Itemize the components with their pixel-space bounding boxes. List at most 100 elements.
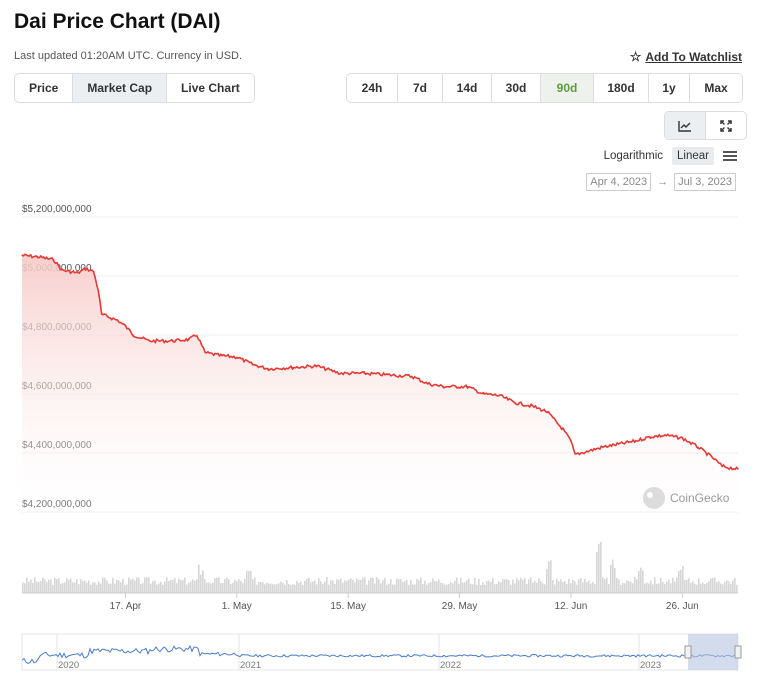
scale-linear[interactable]: Linear [672,147,714,165]
volume-bar [424,580,426,593]
volume-bar [676,577,678,593]
volume-bar [736,584,738,593]
volume-bar [340,578,342,593]
navigator-tick-label: 2022 [440,660,461,671]
market-cap-chart[interactable]: $4,200,000,000$4,400,000,000$4,600,000,0… [0,195,760,685]
volume-bar [92,581,94,593]
volume-bar [564,581,566,593]
volume-bar [150,583,152,593]
volume-bar [334,583,336,593]
chart-view-tabs: Price Market Cap Live Chart [14,73,255,103]
volume-bar [374,583,376,593]
volume-bar [294,584,296,593]
data-point [76,272,79,274]
x-tick-label: 17. Apr [110,601,142,612]
volume-bar [298,582,300,593]
volume-bar [390,579,392,593]
volume-bar [590,583,592,593]
volume-bar [188,582,190,593]
volume-bar [106,580,108,593]
volume-bar [398,579,400,593]
volume-bar [586,582,588,593]
volume-bar [318,578,320,593]
volume-bar [196,579,198,593]
volume-bar [44,579,46,593]
data-point [633,440,636,443]
volume-bar [256,584,258,593]
navigator-handle-right[interactable] [734,645,742,659]
series-area [22,254,738,512]
tab-price[interactable]: Price [15,74,74,102]
volume-bar [164,581,166,593]
range-1y[interactable]: 1y [649,74,690,102]
volume-bar [432,578,434,593]
data-point [196,334,198,336]
volume-bar [208,582,210,593]
range-30d[interactable]: 30d [492,74,541,102]
date-to-input[interactable]: Jul 3, 2023 [674,173,736,191]
volume-bar [692,581,694,593]
volume-bar [76,579,78,593]
volume-bar [384,578,386,593]
volume-bar [378,579,380,593]
volume-bar [194,580,196,593]
volume-bar [320,581,322,593]
tab-live-chart[interactable]: Live Chart [181,81,240,95]
volume-bar [130,579,132,593]
tab-market-cap[interactable]: Market Cap [73,74,168,102]
volume-bar [60,583,62,593]
line-chart-button[interactable] [665,112,706,139]
range-7d[interactable]: 7d [398,74,443,102]
volume-bar [202,570,204,593]
menu-icon[interactable] [722,150,738,162]
volume-bar [628,581,630,593]
add-to-watchlist-link[interactable]: ☆ Add To Watchlist [630,49,742,65]
navigator-handle-left[interactable] [684,645,692,659]
volume-bar [26,577,28,593]
volume-bar [484,584,486,593]
volume-bar [682,565,684,593]
volume-bar [678,570,680,593]
volume-bar [112,577,114,593]
volume-bar [688,578,690,593]
navigator-selection[interactable] [688,634,738,670]
range-14d[interactable]: 14d [443,74,492,102]
volume-bar [604,578,606,593]
volume-bar [610,564,612,593]
date-from-input[interactable]: Apr 4, 2023 [586,173,652,191]
volume-bar [152,581,154,593]
volume-bar [592,581,594,593]
volume-bar [572,579,574,593]
volume-bar [278,583,280,593]
volume-bar [162,584,164,593]
volume-bar [504,579,506,593]
volume-bar [430,582,432,593]
data-point [574,453,576,456]
data-point [53,258,55,261]
volume-bar [262,582,264,593]
volume-bar [478,578,480,593]
volume-bar [476,584,478,593]
volume-bar [64,582,66,593]
range-180d[interactable]: 180d [594,74,649,102]
volume-bar [174,577,176,593]
volume-bar [238,579,240,593]
volume-bar [166,577,168,593]
data-point [562,428,564,431]
volume-bar [434,581,436,593]
volume-bar [560,579,562,593]
volume-bar [122,578,124,593]
volume-bar [52,584,54,593]
range-24h[interactable]: 24h [347,74,398,102]
fullscreen-button[interactable] [706,112,746,139]
volume-bar [282,582,284,593]
volume-bar [436,581,438,593]
volume-bar [36,581,38,593]
volume-bar [538,578,540,593]
range-max[interactable]: Max [704,81,728,95]
range-90d[interactable]: 90d [541,74,594,102]
volume-bar [454,580,456,593]
volume-bar [68,580,70,593]
data-point [713,458,715,460]
scale-logarithmic[interactable]: Logarithmic [603,150,664,162]
